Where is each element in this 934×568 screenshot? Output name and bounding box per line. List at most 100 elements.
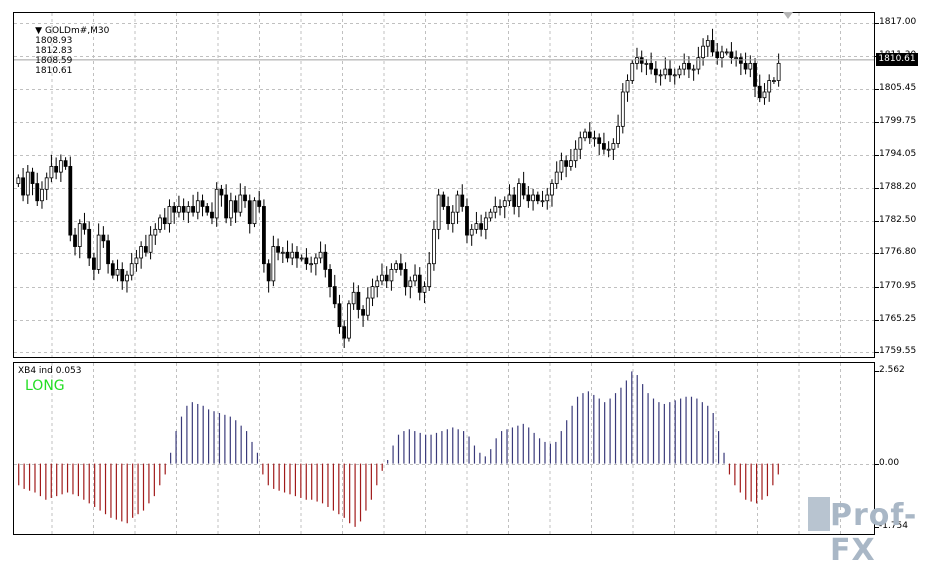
candle: [313, 253, 318, 276]
candle-body: [432, 228, 436, 265]
candle: [672, 68, 677, 85]
candle: [205, 203, 210, 216]
candle: [762, 83, 767, 105]
candle: [531, 188, 535, 211]
indicator-axis[interactable]: 2.562 0.00 -1.754: [875, 362, 934, 535]
candle: [356, 285, 361, 319]
candle-body: [720, 51, 724, 59]
candle-body: [564, 160, 569, 167]
candle: [257, 190, 262, 213]
candle: [347, 300, 351, 342]
chart-shift-marker-icon[interactable]: [783, 12, 793, 19]
candle-body: [512, 194, 517, 207]
candle: [191, 194, 195, 217]
candle-body: [375, 280, 380, 287]
candle: [568, 148, 573, 171]
candle: [148, 226, 153, 260]
watermark-text: Prof-FX: [830, 498, 918, 568]
candle: [49, 154, 54, 183]
candle: [488, 208, 493, 222]
candle-body: [233, 200, 238, 213]
candle-body: [295, 251, 299, 259]
tick-mark: [875, 286, 879, 288]
candle: [465, 198, 469, 244]
candle-body: [658, 74, 663, 77]
candle: [375, 275, 380, 298]
candle-body: [54, 165, 59, 173]
candle: [328, 264, 332, 298]
candle-body: [77, 223, 82, 247]
candle-body: [625, 80, 630, 93]
collapse-triangle-icon[interactable]: ▼: [35, 26, 45, 36]
candle-body: [597, 137, 602, 144]
candle: [143, 234, 148, 257]
candle-body: [332, 286, 337, 305]
candle-body: [630, 62, 635, 81]
candle-body: [129, 263, 134, 276]
candle: [564, 155, 569, 178]
candle: [158, 214, 162, 233]
candle: [309, 256, 314, 273]
candle-body: [167, 206, 172, 225]
candle: [616, 114, 620, 148]
candle-body: [677, 68, 682, 76]
candle-body: [606, 148, 611, 151]
candle-body: [219, 188, 224, 196]
candle-body: [280, 251, 285, 254]
candle-body: [427, 263, 432, 287]
candle: [734, 50, 739, 67]
candle: [427, 252, 432, 291]
candle-body: [635, 57, 639, 64]
candle: [167, 199, 172, 233]
candle-body: [573, 148, 578, 162]
tick-mark: [875, 23, 879, 25]
candle: [446, 196, 450, 230]
tick-mark: [875, 527, 879, 528]
candle-body: [455, 194, 460, 213]
candle-body: [639, 57, 644, 64]
indicator-pane[interactable]: XB4 ind 0.053 LONG: [13, 362, 875, 535]
candle-body: [465, 206, 469, 236]
tick-label: 1799.75: [879, 116, 917, 127]
candle-body: [191, 206, 195, 213]
candle-body: [73, 234, 77, 247]
tick-label: 1770.95: [879, 280, 917, 291]
candle-body: [767, 80, 772, 93]
candle-body: [446, 206, 450, 225]
candle: [658, 69, 663, 86]
candle-body: [384, 274, 389, 282]
candle: [753, 58, 757, 98]
tick-mark: [875, 154, 879, 156]
candle-body: [772, 80, 776, 82]
candle: [219, 184, 224, 207]
ohlc-open: 1808.93: [35, 36, 73, 46]
candle: [58, 154, 63, 182]
signal-label: LONG: [25, 378, 65, 394]
candle: [720, 45, 724, 68]
candle: [606, 141, 611, 158]
candle: [318, 241, 323, 264]
candle: [262, 199, 266, 273]
indicator-canvas[interactable]: [14, 363, 874, 534]
candle: [540, 190, 545, 207]
candle-body: [356, 291, 361, 310]
tick-label: 1817.00: [879, 17, 917, 28]
candle: [517, 178, 521, 218]
candle-body: [620, 91, 625, 127]
candle: [106, 234, 110, 274]
tick-mark: [875, 122, 879, 124]
candle-body: [224, 194, 229, 219]
candle-body: [16, 177, 21, 184]
candle-body: [40, 188, 44, 202]
price-chart-canvas[interactable]: [14, 13, 874, 357]
candle-body: [290, 251, 295, 259]
candle-body: [493, 206, 498, 213]
candle: [649, 52, 654, 75]
candle-body: [535, 194, 540, 202]
candle: [134, 249, 139, 272]
candle-body: [195, 200, 200, 213]
candle-body: [668, 68, 672, 76]
candle-body: [436, 194, 441, 230]
price-chart-pane[interactable]: ▼ GOLDm#,M30 1808.93 1812.83 1808.59 181…: [13, 12, 875, 358]
ohlc-low: 1808.59: [35, 56, 73, 66]
